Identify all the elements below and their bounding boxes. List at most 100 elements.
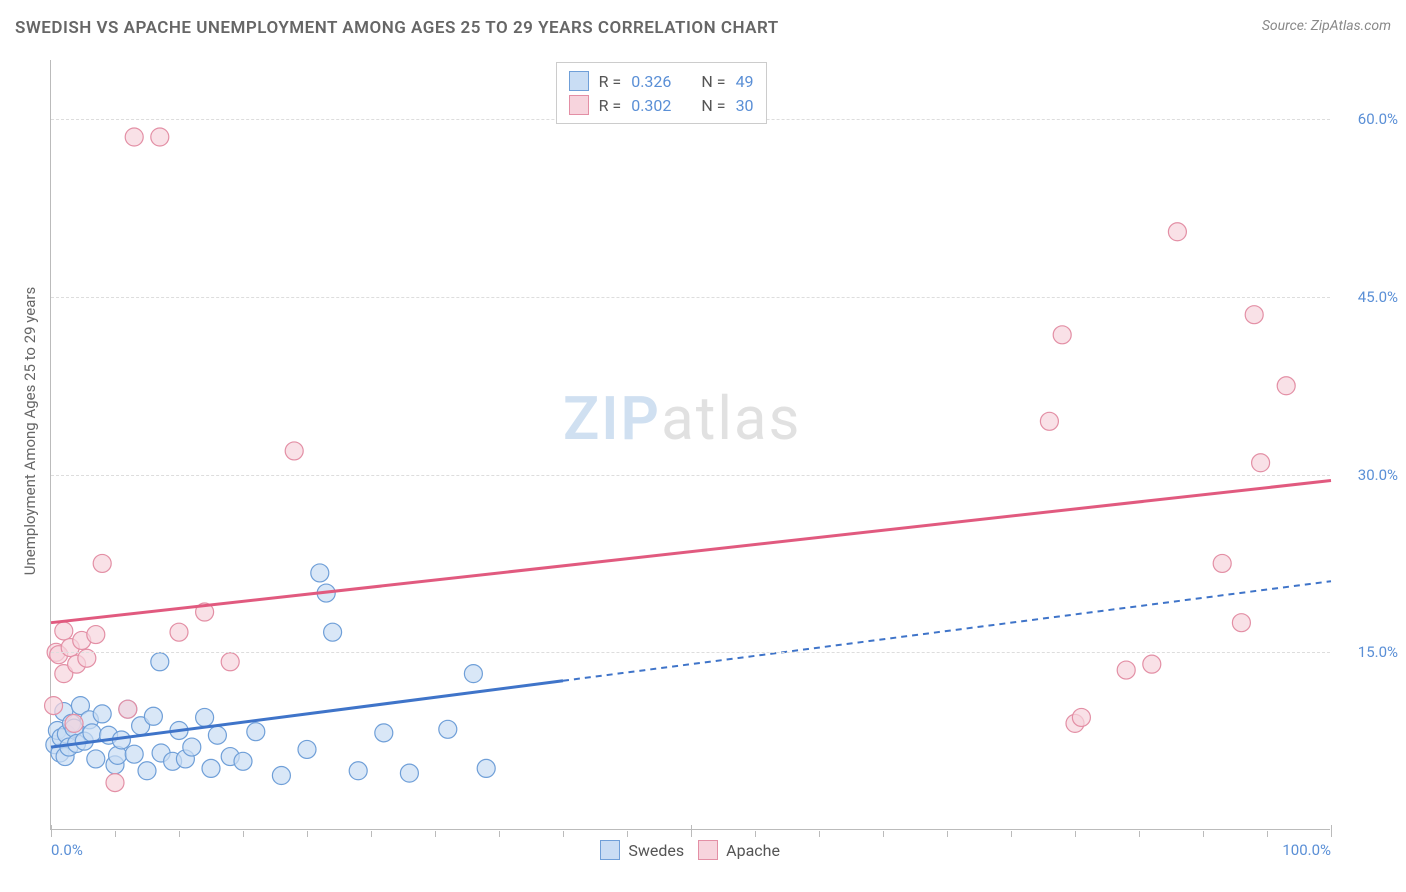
r-value: 0.302 [631, 96, 671, 115]
x-tick [755, 831, 756, 837]
x-tick [627, 831, 628, 837]
n-label: N = [701, 72, 725, 91]
x-tick [1203, 831, 1204, 837]
legend-item: Swedes [600, 840, 684, 860]
correlation-chart: SWEDISH VS APACHE UNEMPLOYMENT AMONG AGE… [0, 0, 1406, 892]
data-point [285, 442, 303, 460]
data-point [272, 767, 290, 785]
y-tick-label: 30.0% [1338, 466, 1398, 484]
plot-svg [51, 60, 1331, 830]
n-value: 49 [736, 72, 754, 91]
y-tick-label: 45.0% [1338, 288, 1398, 306]
data-point [151, 128, 169, 146]
data-point [93, 554, 111, 572]
legend-stats-row: R = 0.302 N = 30 [569, 93, 754, 117]
x-tick [1267, 831, 1268, 837]
data-point [119, 700, 137, 718]
data-point [83, 724, 101, 742]
x-tick [883, 831, 884, 837]
data-point [1213, 554, 1231, 572]
data-point [477, 759, 495, 777]
data-point [1117, 661, 1135, 679]
data-point [202, 759, 220, 777]
data-point [324, 623, 342, 641]
data-point [1252, 454, 1270, 472]
legend-swatch [600, 840, 620, 860]
x-tick [1331, 825, 1332, 837]
x-tick [563, 831, 564, 837]
plot-area: ZIPatlas 15.0%30.0%45.0%60.0%0.0%100.0% [50, 60, 1330, 830]
data-point [151, 653, 169, 671]
data-point [1245, 306, 1263, 324]
legend-stats-row: R = 0.326 N = 49 [569, 69, 754, 93]
y-tick-label: 60.0% [1338, 110, 1398, 128]
x-tick [1075, 831, 1076, 837]
legend-swatch [698, 840, 718, 860]
r-label: R = [599, 72, 622, 91]
x-tick [1139, 831, 1140, 837]
y-tick-label: 15.0% [1338, 643, 1398, 661]
x-tick [371, 831, 372, 837]
n-value: 30 [736, 96, 754, 115]
data-point [1232, 614, 1250, 632]
title-bar: SWEDISH VS APACHE UNEMPLOYMENT AMONG AGE… [15, 18, 1391, 38]
source-label: Source: ZipAtlas.com [1262, 18, 1391, 34]
data-point [106, 774, 124, 792]
legend-swatch [569, 71, 589, 91]
x-tick [179, 831, 180, 837]
data-point [144, 707, 162, 725]
data-point [45, 697, 63, 715]
n-label: N = [701, 96, 725, 115]
x-tick [243, 831, 244, 837]
data-point [1168, 223, 1186, 241]
data-point [400, 764, 418, 782]
data-point [221, 653, 239, 671]
data-point [183, 738, 201, 756]
legend-stats: R = 0.326 N = 49 R = 0.302 N = 30 [556, 62, 767, 124]
data-point [208, 726, 226, 744]
r-label: R = [599, 96, 622, 115]
x-tick-label: 100.0% [1282, 841, 1331, 859]
x-tick [819, 831, 820, 837]
x-tick [1011, 831, 1012, 837]
data-point [349, 762, 367, 780]
data-point [87, 750, 105, 768]
data-point [1277, 377, 1295, 395]
data-point [234, 752, 252, 770]
data-point [311, 564, 329, 582]
legend-item: Apache [698, 840, 780, 860]
legend-label: Swedes [628, 841, 684, 860]
trend-line [51, 481, 1331, 623]
data-point [439, 720, 457, 738]
legend-label: Apache [726, 841, 780, 860]
gridline [51, 652, 1330, 653]
x-tick [435, 831, 436, 837]
gridline [51, 475, 1330, 476]
x-tick [51, 825, 52, 837]
data-point [125, 745, 143, 763]
data-point [1143, 655, 1161, 673]
x-tick [499, 831, 500, 837]
data-point [1040, 412, 1058, 430]
gridline [51, 297, 1330, 298]
x-tick [691, 825, 692, 837]
legend-swatch [569, 95, 589, 115]
data-point [375, 724, 393, 742]
x-tick [115, 831, 116, 837]
trend-line-dashed [563, 581, 1331, 681]
data-point [1072, 708, 1090, 726]
data-point [298, 740, 316, 758]
data-point [1053, 326, 1071, 344]
x-tick [307, 831, 308, 837]
r-value: 0.326 [631, 72, 671, 91]
data-point [196, 708, 214, 726]
data-point [170, 623, 188, 641]
chart-title: SWEDISH VS APACHE UNEMPLOYMENT AMONG AGE… [15, 18, 779, 38]
x-tick-label: 0.0% [51, 841, 83, 859]
data-point [65, 714, 83, 732]
data-point [55, 622, 73, 640]
data-point [464, 665, 482, 683]
y-axis-title: Unemployment Among Ages 25 to 29 years [21, 281, 39, 581]
legend-series: Swedes Apache [600, 840, 780, 860]
data-point [125, 128, 143, 146]
